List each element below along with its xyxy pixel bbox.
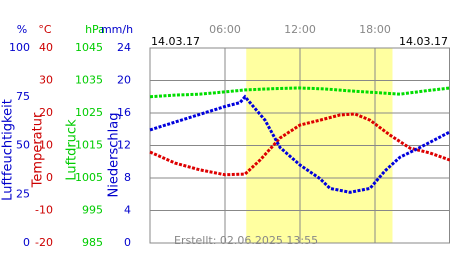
y-tick-label: 20 — [39, 106, 53, 119]
footer: Erstellt: 02.06.2025 13:55 — [174, 234, 318, 247]
axis-title: Luftdruck — [65, 119, 80, 181]
y-tick-label: 1045 — [75, 41, 103, 54]
y-tick-label: 1025 — [75, 106, 103, 119]
y-tick-label: 30 — [39, 74, 53, 87]
axis-title: Luftfeuchtigkeit — [1, 99, 16, 201]
axis-unit: % — [17, 23, 27, 36]
y-tick-label: 24 — [117, 41, 131, 54]
y-tick-label: 995 — [82, 204, 103, 217]
y-tick-label: -10 — [35, 204, 53, 217]
y-tick-label: 0 — [46, 171, 53, 184]
y-tick-label: 16 — [117, 106, 131, 119]
axis-title: Niederschlag — [107, 113, 122, 198]
y-tick-label: 75 — [16, 90, 30, 103]
date-left: 14.03.17 — [151, 35, 200, 48]
x-tick-label: 18:00 — [359, 23, 391, 36]
y-tick-label: 1035 — [75, 74, 103, 87]
y-tick-label: 0 — [124, 236, 131, 249]
date-right: 14.03.17 — [399, 35, 448, 48]
y-tick-label: 20 — [117, 74, 131, 87]
axis-unit: °C — [38, 23, 52, 36]
y-tick-label: 4 — [124, 204, 131, 217]
data-line — [149, 112, 450, 177]
y-tick-label: 25 — [16, 187, 30, 200]
x-tick-label: 06:00 — [209, 23, 241, 36]
y-tick-label: 1005 — [75, 171, 103, 184]
y-tick-label: 100 — [9, 41, 30, 54]
y-tick-label: 8 — [124, 171, 131, 184]
data-line — [149, 86, 450, 99]
y-tick-label: 985 — [82, 236, 103, 249]
axis-title: Temperatur — [31, 112, 46, 188]
y-tick-label: 0 — [23, 236, 30, 249]
y-tick-label: 40 — [39, 41, 53, 54]
y-tick-label: 1015 — [75, 139, 103, 152]
axis-unit: hPa — [85, 23, 105, 36]
x-tick-label: 12:00 — [284, 23, 316, 36]
y-tick-label: 10 — [39, 139, 53, 152]
data-line — [149, 94, 450, 194]
y-tick-label: -20 — [35, 236, 53, 249]
axis-unit: mm/h — [101, 23, 133, 36]
y-tick-label: 50 — [16, 139, 30, 152]
y-tick-label: 12 — [117, 139, 131, 152]
